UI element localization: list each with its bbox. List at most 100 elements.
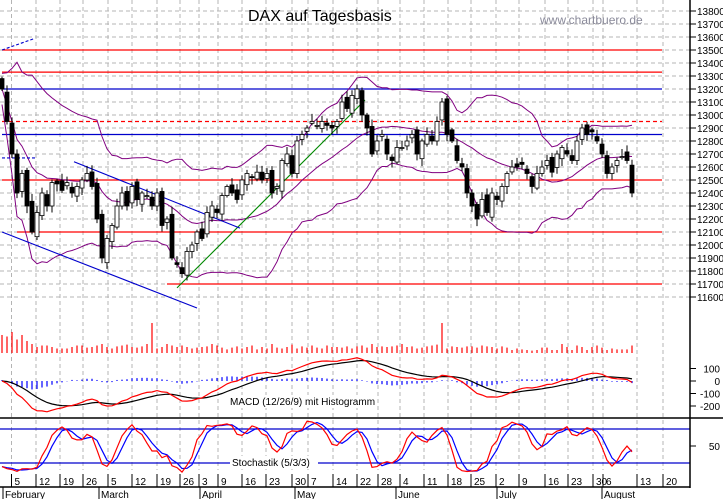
candle-body	[379, 134, 385, 137]
candle-body	[544, 160, 550, 166]
candle-body	[249, 176, 255, 179]
candle-body	[79, 179, 85, 189]
candle-body	[29, 200, 35, 233]
candle-body	[579, 127, 585, 140]
macd-tick-label: -100	[700, 390, 720, 401]
candle-body	[404, 140, 410, 147]
candle-body	[474, 204, 480, 220]
date-tick-label: 16	[548, 477, 560, 488]
candle-body	[609, 166, 615, 174]
candle-body	[164, 218, 170, 223]
price-tick-label: 13500	[697, 46, 723, 57]
candle-body	[154, 192, 160, 207]
candle-body	[549, 156, 555, 173]
price-tick-label: 12000	[697, 241, 723, 252]
candle-body	[564, 150, 570, 155]
candle-body	[294, 140, 300, 174]
candle-body	[344, 96, 350, 109]
candle-body	[444, 98, 450, 135]
date-tick-label: 7	[311, 477, 317, 488]
date-tick-label: 6	[606, 477, 612, 488]
date-tick-label: 3	[202, 477, 208, 488]
candle-body	[254, 171, 260, 180]
candlesticks	[0, 76, 635, 281]
candle-body	[299, 134, 305, 140]
month-label: June	[398, 490, 420, 499]
candle-body	[479, 199, 485, 217]
date-tick-label: 9	[522, 477, 528, 488]
candle-body	[44, 194, 50, 207]
date-tick-label: 13	[640, 477, 652, 488]
candle-body	[424, 134, 430, 145]
trend-line	[1, 231, 198, 309]
date-tick-label: 19	[160, 477, 172, 488]
month-label: August	[604, 490, 635, 499]
candle-body	[24, 169, 30, 207]
candle-body	[384, 138, 390, 155]
candle-body	[574, 140, 580, 161]
candle-body	[244, 173, 250, 186]
date-tick-label: 26	[86, 477, 98, 488]
macd-tick-label: 100	[703, 365, 720, 376]
date-tick-label: 25	[474, 477, 486, 488]
price-tick-label: 11900	[697, 254, 723, 265]
date-tick-label: 14	[336, 477, 348, 488]
price-tick-label: 13000	[697, 111, 723, 122]
candle-body	[364, 114, 370, 129]
stochastic-label: Stochastik (5/3/3)	[232, 458, 310, 469]
candle-body	[599, 143, 605, 155]
candle-body	[99, 213, 105, 259]
candle-body	[69, 186, 75, 194]
candle-body	[214, 208, 220, 213]
candle-body	[539, 166, 545, 174]
month-label: April	[202, 490, 222, 499]
date-tick-label: 9	[221, 477, 227, 488]
candle-body	[264, 173, 270, 179]
price-tick-label: 13400	[697, 59, 723, 70]
candle-body	[629, 164, 635, 194]
candle-body	[114, 205, 120, 228]
price-tick-label: 12800	[697, 137, 723, 148]
candle-body	[524, 168, 530, 174]
candle-body	[209, 205, 215, 218]
date-tick-label: 22	[360, 477, 372, 488]
date-tick-label: 23	[571, 477, 583, 488]
date-tick-label: 5	[15, 477, 21, 488]
candle-body	[354, 88, 360, 100]
month-label: May	[297, 490, 316, 499]
candle-body	[614, 160, 620, 166]
macd-line	[1, 357, 633, 413]
volume-bars	[1, 323, 633, 353]
candle-body	[269, 169, 275, 194]
price-tick-label: 11700	[697, 280, 723, 291]
price-tick-label: 12900	[697, 124, 723, 135]
candle-body	[34, 212, 40, 238]
stoch-d-line	[1, 421, 633, 472]
candle-body	[59, 180, 65, 191]
candle-body	[399, 147, 405, 149]
price-tick-label: 12200	[697, 215, 723, 226]
price-tick-label: 13200	[697, 85, 723, 96]
price-tick-label: 11800	[697, 267, 723, 278]
price-tick-label: 12700	[697, 150, 723, 161]
stoch-tick-label: 50	[709, 442, 721, 453]
price-tick-label: 12500	[697, 176, 723, 187]
price-tick-label: 13800	[697, 7, 723, 18]
candle-body	[149, 196, 155, 207]
candle-body	[324, 122, 330, 126]
macd-panel	[0, 357, 723, 419]
candle-body	[179, 267, 185, 274]
candle-body	[604, 155, 610, 174]
candle-body	[619, 156, 625, 159]
candle-body	[239, 179, 245, 196]
candle-body	[509, 166, 515, 173]
date-tick-label: 12	[135, 477, 147, 488]
candle-body	[389, 156, 395, 161]
candle-body	[89, 171, 95, 187]
macd-label-bg	[228, 395, 374, 408]
date-tick-label: 2	[499, 477, 505, 488]
candle-body	[514, 163, 520, 168]
candle-body	[54, 180, 60, 185]
